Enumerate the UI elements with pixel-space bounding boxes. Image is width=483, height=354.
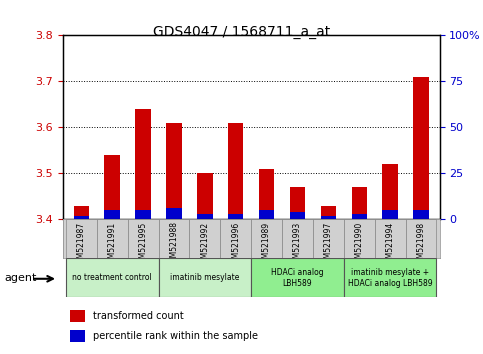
Bar: [413, 77, 429, 219]
Bar: [135, 109, 151, 219]
Bar: [313, 219, 344, 258]
Bar: [344, 219, 375, 258]
Bar: [189, 219, 220, 258]
Bar: [135, 210, 151, 219]
Text: GSM521995: GSM521995: [139, 222, 148, 268]
Text: GSM521997: GSM521997: [324, 222, 333, 268]
Bar: [71, 330, 85, 342]
Text: GSM521998: GSM521998: [416, 222, 426, 268]
Text: agent: agent: [5, 273, 37, 283]
Bar: [228, 123, 243, 219]
Bar: [383, 210, 398, 219]
Bar: [66, 258, 158, 297]
Text: GDS4047 / 1568711_a_at: GDS4047 / 1568711_a_at: [153, 25, 330, 39]
Text: GSM521993: GSM521993: [293, 222, 302, 268]
Text: GSM521987: GSM521987: [77, 222, 86, 268]
Bar: [166, 209, 182, 219]
Text: GSM521989: GSM521989: [262, 222, 271, 268]
Bar: [73, 206, 89, 219]
Bar: [158, 258, 251, 297]
Bar: [375, 219, 406, 258]
Bar: [321, 216, 336, 219]
Text: HDACi analog
LBH589: HDACi analog LBH589: [271, 268, 324, 287]
Bar: [128, 219, 158, 258]
Text: transformed count: transformed count: [93, 311, 184, 321]
Bar: [66, 219, 97, 258]
Bar: [158, 219, 189, 258]
Text: no treatment control: no treatment control: [72, 273, 152, 282]
Bar: [413, 210, 429, 219]
Bar: [352, 214, 367, 219]
Bar: [290, 212, 305, 219]
Bar: [259, 169, 274, 219]
Bar: [73, 216, 89, 219]
Text: GSM521991: GSM521991: [108, 222, 117, 268]
Bar: [220, 219, 251, 258]
Text: percentile rank within the sample: percentile rank within the sample: [93, 331, 258, 341]
Bar: [166, 123, 182, 219]
Text: GSM521994: GSM521994: [385, 222, 395, 268]
Bar: [251, 258, 344, 297]
Text: GSM521988: GSM521988: [170, 222, 178, 267]
Bar: [352, 187, 367, 219]
Bar: [282, 219, 313, 258]
Bar: [71, 310, 85, 322]
Bar: [344, 258, 437, 297]
Bar: [197, 173, 213, 219]
Bar: [197, 214, 213, 219]
Bar: [383, 164, 398, 219]
Text: imatinib mesylate +
HDACi analog LBH589: imatinib mesylate + HDACi analog LBH589: [348, 268, 432, 287]
Text: GSM521990: GSM521990: [355, 222, 364, 268]
Bar: [406, 219, 437, 258]
Bar: [321, 206, 336, 219]
Bar: [251, 219, 282, 258]
Bar: [259, 210, 274, 219]
Text: GSM521996: GSM521996: [231, 222, 240, 268]
Bar: [228, 214, 243, 219]
Bar: [290, 187, 305, 219]
Bar: [104, 155, 120, 219]
Bar: [97, 219, 128, 258]
Text: GSM521992: GSM521992: [200, 222, 209, 268]
Bar: [104, 210, 120, 219]
Text: imatinib mesylate: imatinib mesylate: [170, 273, 240, 282]
